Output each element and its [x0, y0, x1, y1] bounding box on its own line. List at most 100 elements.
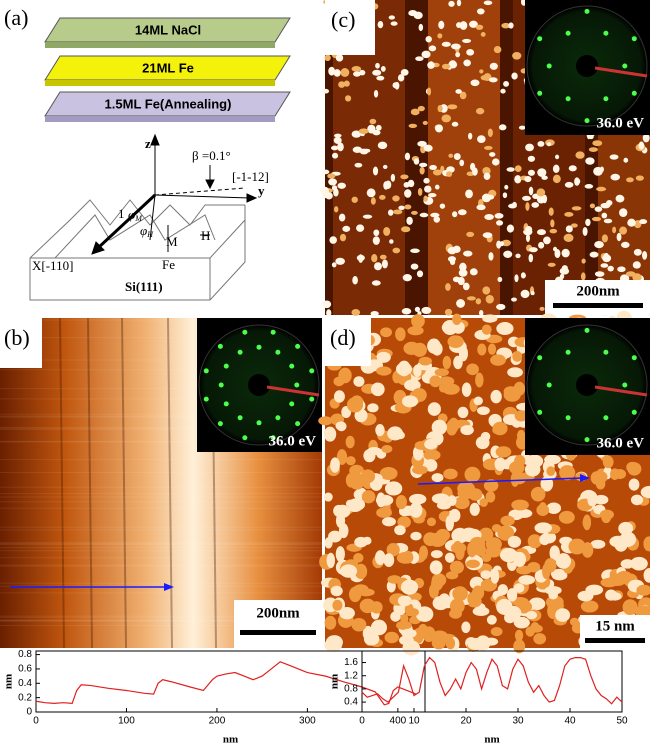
island [592, 140, 603, 147]
island [552, 164, 560, 173]
grain [449, 508, 461, 523]
leed-spot [565, 96, 571, 102]
grain [490, 389, 502, 404]
grain [367, 403, 379, 413]
grain [477, 343, 487, 356]
leed-spot [289, 363, 295, 369]
grain [497, 525, 515, 541]
grain [434, 368, 449, 377]
island [528, 186, 534, 196]
grain [413, 364, 422, 378]
grain [453, 355, 463, 370]
profile-curve [35, 661, 417, 706]
leed-spot [603, 349, 609, 355]
y-tick-label: 0.4 [344, 697, 358, 708]
island [427, 61, 435, 69]
island [333, 136, 342, 144]
grain [402, 640, 421, 656]
grain [464, 466, 481, 483]
island [632, 261, 641, 269]
panel-label: (c) [331, 7, 355, 32]
island [418, 23, 424, 32]
island [575, 151, 585, 159]
leed-spot [622, 382, 628, 388]
island [326, 309, 332, 317]
layer-edge [45, 80, 275, 86]
grain [460, 425, 474, 436]
axis-z: z [145, 136, 151, 151]
island [351, 308, 361, 316]
island [508, 22, 514, 29]
grain [442, 355, 452, 370]
grain [528, 597, 546, 611]
island [352, 146, 363, 153]
grain [418, 545, 429, 560]
island [554, 154, 560, 160]
grain [608, 592, 622, 601]
panel-b: (b) 36.0 eV 200nm [0, 317, 322, 649]
island [390, 21, 398, 26]
panel-label: (b) [4, 325, 30, 350]
grain [533, 633, 547, 645]
island [589, 203, 596, 209]
leed-wire [594, 385, 648, 397]
grain [610, 468, 620, 481]
island [434, 184, 440, 190]
island [627, 218, 636, 227]
island [379, 254, 387, 260]
scale-box [234, 600, 322, 648]
island [476, 204, 486, 211]
grain [404, 379, 421, 391]
leed-spot [237, 349, 243, 355]
step-edge [87, 317, 93, 649]
island [352, 276, 358, 285]
grain [336, 449, 348, 466]
grain [542, 563, 551, 580]
leed-energy: 36.0 eV [597, 435, 645, 451]
island [531, 202, 540, 208]
x-tick-label: 300 [299, 716, 316, 727]
profile-arrowhead [580, 474, 590, 482]
island [413, 11, 423, 20]
grain [593, 494, 609, 505]
grain [404, 603, 414, 617]
leed-spot [565, 415, 571, 421]
grain [590, 539, 606, 549]
island [427, 87, 432, 96]
grain [354, 408, 368, 423]
y-tick-label: 0.6 [18, 664, 32, 675]
grain [503, 386, 518, 397]
island [476, 8, 485, 15]
island [459, 262, 467, 272]
island [447, 246, 457, 255]
island [616, 232, 622, 242]
island [487, 194, 495, 200]
grain [483, 479, 499, 492]
y-tick-label: 0.8 [344, 684, 358, 695]
island [469, 268, 478, 276]
leed-spot [584, 327, 590, 333]
y-tick-label: 1.2 [344, 670, 358, 681]
layer-label: 1.5ML Fe(Annealing) [105, 96, 232, 111]
grain [485, 545, 502, 558]
island [387, 209, 394, 216]
grain [431, 473, 444, 483]
y-tick-label: 0 [26, 707, 32, 718]
island [401, 226, 411, 233]
grain [453, 540, 462, 550]
leed-spot [537, 409, 543, 415]
island [329, 236, 337, 244]
grain [551, 570, 568, 581]
island [475, 298, 482, 305]
y-axis-label: nm [329, 674, 341, 689]
panel-a: (a) 14ML NaCl 21ML Fe 1.5ML Fe(Annealing… [4, 5, 291, 301]
island [483, 172, 491, 180]
island [635, 175, 644, 181]
island [423, 195, 428, 202]
grain [426, 517, 437, 527]
island [392, 82, 399, 89]
leed-spot [203, 368, 209, 374]
island [404, 152, 411, 161]
leed-spot [309, 396, 315, 402]
island [400, 68, 409, 76]
